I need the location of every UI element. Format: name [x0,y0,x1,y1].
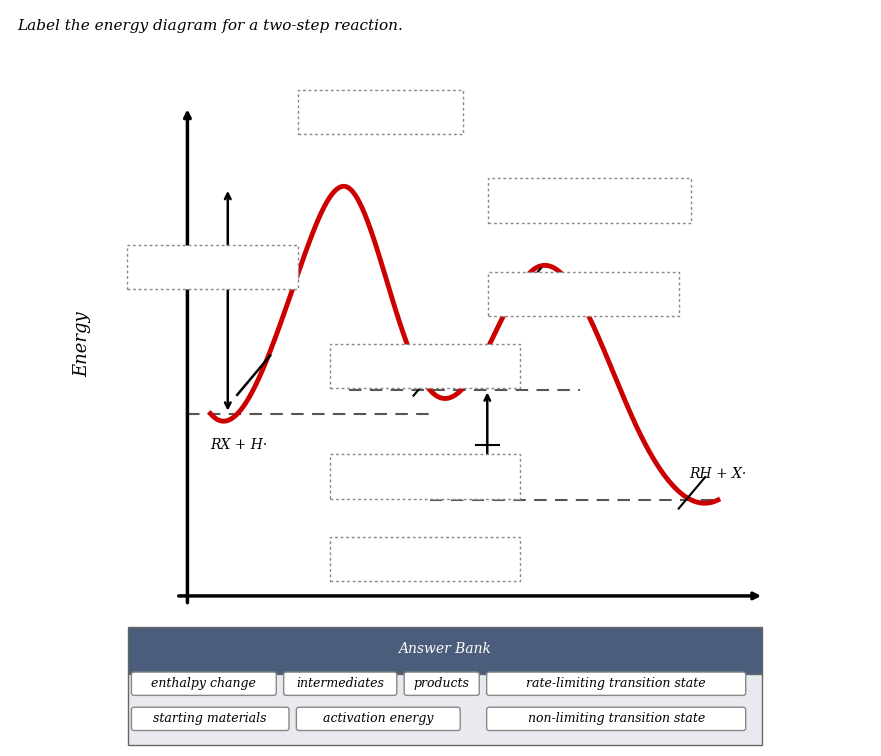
Text: Energy: Energy [73,311,92,376]
Text: Answer Bank: Answer Bank [398,642,492,655]
FancyBboxPatch shape [127,245,298,289]
FancyBboxPatch shape [329,454,520,498]
FancyBboxPatch shape [488,272,678,317]
Text: Label the energy diagram for a two-step reaction.: Label the energy diagram for a two-step … [18,19,403,33]
Text: starting materials: starting materials [153,712,267,725]
FancyBboxPatch shape [488,178,692,222]
FancyBboxPatch shape [298,90,463,135]
Text: non-limiting transition state: non-limiting transition state [528,712,705,725]
Text: products: products [414,677,470,690]
Text: activation energy: activation energy [323,712,433,725]
Text: rate-limiting transition state: rate-limiting transition state [526,677,706,690]
FancyBboxPatch shape [329,344,520,388]
Text: R· + HX: R· + HX [406,356,463,370]
FancyBboxPatch shape [329,538,520,581]
Text: RX + H·: RX + H· [211,438,268,451]
Text: intermediates: intermediates [296,677,384,690]
Text: enthalpy change: enthalpy change [152,677,256,690]
Text: RH + X·: RH + X· [689,466,746,481]
Text: Reaction coordinate: Reaction coordinate [383,664,568,682]
